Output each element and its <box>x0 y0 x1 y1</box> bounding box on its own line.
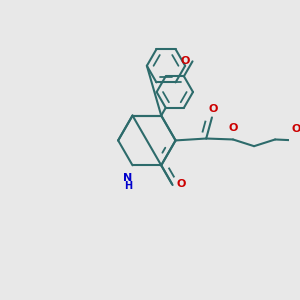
Text: H: H <box>124 182 132 191</box>
Text: O: O <box>180 56 190 66</box>
Text: O: O <box>292 124 300 134</box>
Text: N: N <box>123 173 132 183</box>
Text: O: O <box>176 179 186 189</box>
Text: O: O <box>228 123 238 133</box>
Text: O: O <box>208 103 218 114</box>
